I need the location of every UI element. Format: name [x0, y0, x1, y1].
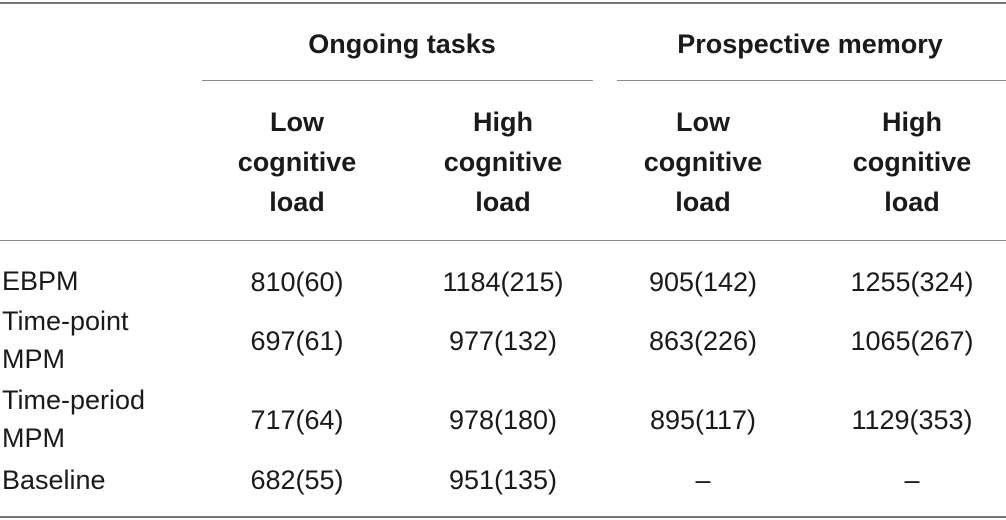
- sub-header-line: load: [269, 187, 325, 217]
- sub-header-ongoing-low-load: Low cognitive load: [207, 102, 387, 222]
- table-cell: 905(142): [648, 267, 758, 297]
- row-label-line: MPM: [2, 344, 65, 374]
- row-label-line: Time-point: [2, 306, 129, 336]
- sub-header-pm-low-load: Low cognitive load: [613, 102, 793, 222]
- sub-header-line: High: [473, 107, 533, 137]
- group-header-prospective-memory: Prospective memory: [677, 29, 943, 59]
- sub-header-line: cognitive: [443, 147, 563, 177]
- table-cell: 1184(215): [442, 267, 564, 297]
- sub-header-line: cognitive: [852, 147, 972, 177]
- table-bottom-rule: [0, 516, 1006, 518]
- sub-header-line: load: [884, 187, 940, 217]
- table-cell: 717(64): [250, 405, 344, 435]
- row-label-time-period-mpm: Time-period MPM: [2, 381, 145, 457]
- sub-header-line: Low: [270, 107, 324, 137]
- table-cell: 1065(267): [850, 326, 974, 356]
- sub-header-line: load: [475, 187, 531, 217]
- group-rule-prospective-memory: [617, 80, 1006, 81]
- table-cell: 951(135): [448, 465, 558, 495]
- table-cell: 863(226): [648, 326, 758, 356]
- table-cell: –: [904, 465, 920, 495]
- table-cell: 977(132): [448, 326, 558, 356]
- table-top-rule: [0, 2, 1006, 4]
- sub-header-line: load: [675, 187, 731, 217]
- table-cell: 697(61): [250, 326, 344, 356]
- group-rule-ongoing-tasks: [202, 80, 593, 81]
- row-label-baseline: Baseline: [2, 461, 106, 499]
- table-cell: 1129(353): [851, 405, 973, 435]
- table-cell: 810(60): [250, 267, 344, 297]
- sub-header-pm-high-load: High cognitive load: [822, 102, 1002, 222]
- sub-header-line: cognitive: [643, 147, 763, 177]
- row-label-line: EBPM: [2, 266, 79, 296]
- sub-header-ongoing-high-load: High cognitive load: [413, 102, 593, 222]
- table-cell: 682(55): [250, 465, 344, 495]
- row-label-time-point-mpm: Time-point MPM: [2, 302, 129, 378]
- row-label-line: MPM: [2, 423, 65, 453]
- sub-header-line: cognitive: [237, 147, 357, 177]
- table-cell: 978(180): [448, 405, 558, 435]
- table-cell: 895(117): [649, 405, 757, 435]
- row-label-ebpm: EBPM: [2, 262, 79, 300]
- row-label-line: Time-period: [2, 385, 146, 415]
- table-cell: –: [695, 465, 711, 495]
- sub-header-line: Low: [676, 107, 730, 137]
- header-body-rule: [0, 240, 1006, 241]
- sub-header-line: High: [882, 107, 942, 137]
- group-header-ongoing-tasks: Ongoing tasks: [308, 29, 496, 59]
- row-label-line: Baseline: [2, 465, 106, 495]
- table-cell: 1255(324): [850, 267, 974, 297]
